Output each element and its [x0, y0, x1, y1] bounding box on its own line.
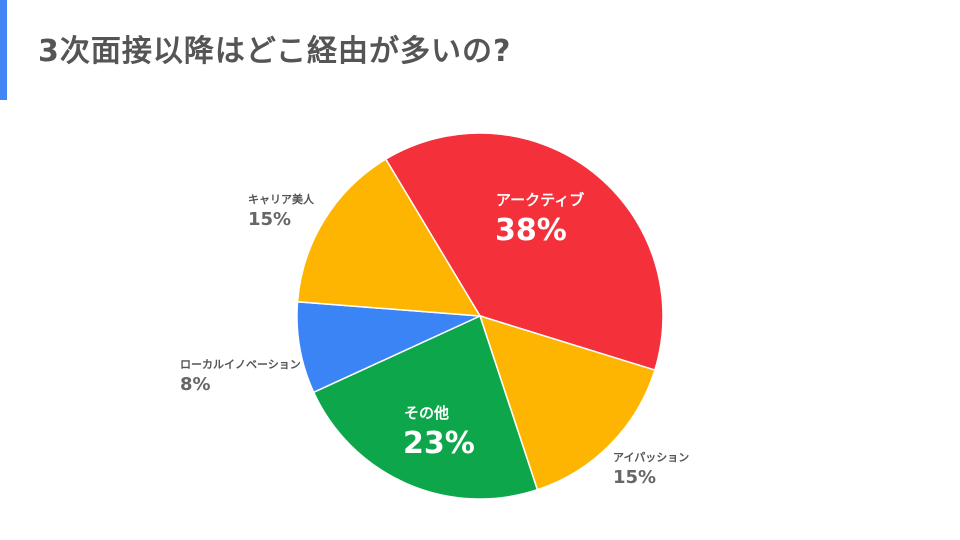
page-title: 3次面接以降はどこ経由が多いの?	[38, 34, 512, 69]
slice-label-value: 15%	[248, 209, 291, 230]
slice-label-value: 8%	[180, 374, 211, 395]
pie-slice-1	[384, 132, 664, 371]
slice-label-name: その他	[404, 404, 449, 422]
slice-label-value: 38%	[495, 213, 567, 248]
slice-label-name: ローカルイノベーション	[180, 358, 301, 371]
slice-label-value: 23%	[403, 426, 475, 461]
slice-label-name: キャリア美人	[248, 192, 315, 206]
pie-slice-3	[312, 314, 539, 500]
slice-label-value: 15%	[613, 467, 656, 488]
pie-slice-5	[296, 158, 482, 317]
slice-label-name: アイパッション	[613, 451, 689, 464]
pie-slice-4	[296, 300, 483, 394]
slice-label-name: アークティブ	[496, 191, 584, 209]
title-accent-bar	[0, 0, 7, 100]
